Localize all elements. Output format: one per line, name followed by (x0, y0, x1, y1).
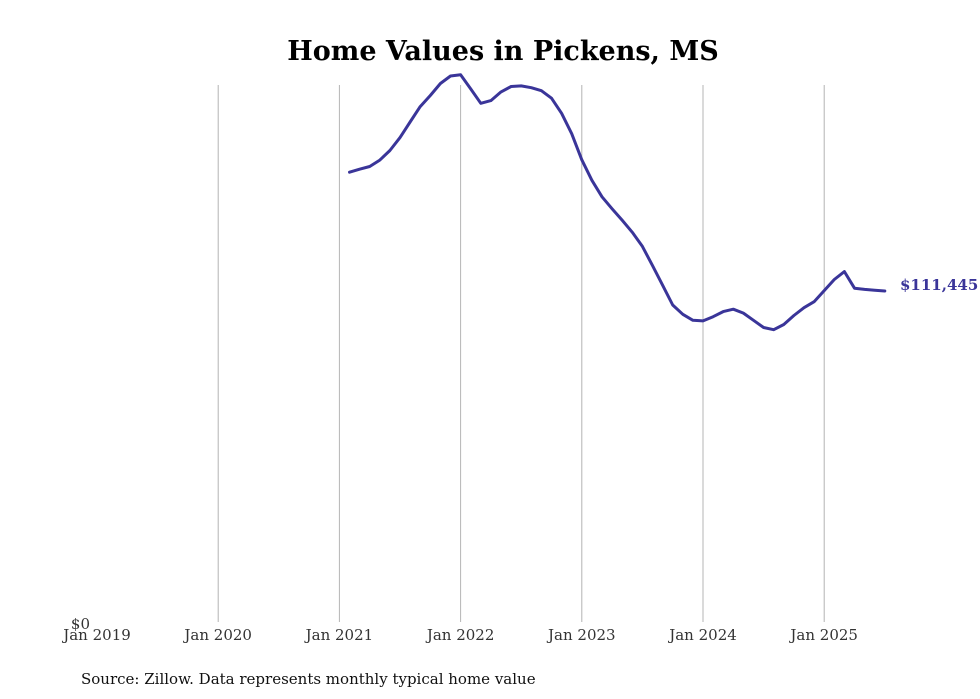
x-tick-label: Jan 2019 (61, 626, 131, 644)
x-axis-tick-labels: Jan 2019 Jan 2020 Jan 2021 Jan 2022 Jan 2023… (61, 626, 858, 644)
series-line-home-value (348, 73, 887, 332)
x-tick-label: Jan 2022 (425, 626, 495, 644)
source-note: Source: Zillow. Data represents monthly … (81, 670, 536, 688)
last-value-label: $111,445 (900, 276, 978, 294)
x-tick-label: Jan 2021 (304, 626, 374, 644)
x-tick-label: Jan 2020 (182, 626, 252, 644)
x-tick-label: Jan 2024 (667, 626, 737, 644)
chart-title: Home Values in Pickens, MS (287, 36, 719, 67)
x-tick-label: Jan 2025 (788, 626, 858, 644)
y-axis-zero-label: $0 (71, 615, 90, 633)
gridlines (217, 85, 825, 622)
x-tick-label: Jan 2023 (546, 626, 616, 644)
